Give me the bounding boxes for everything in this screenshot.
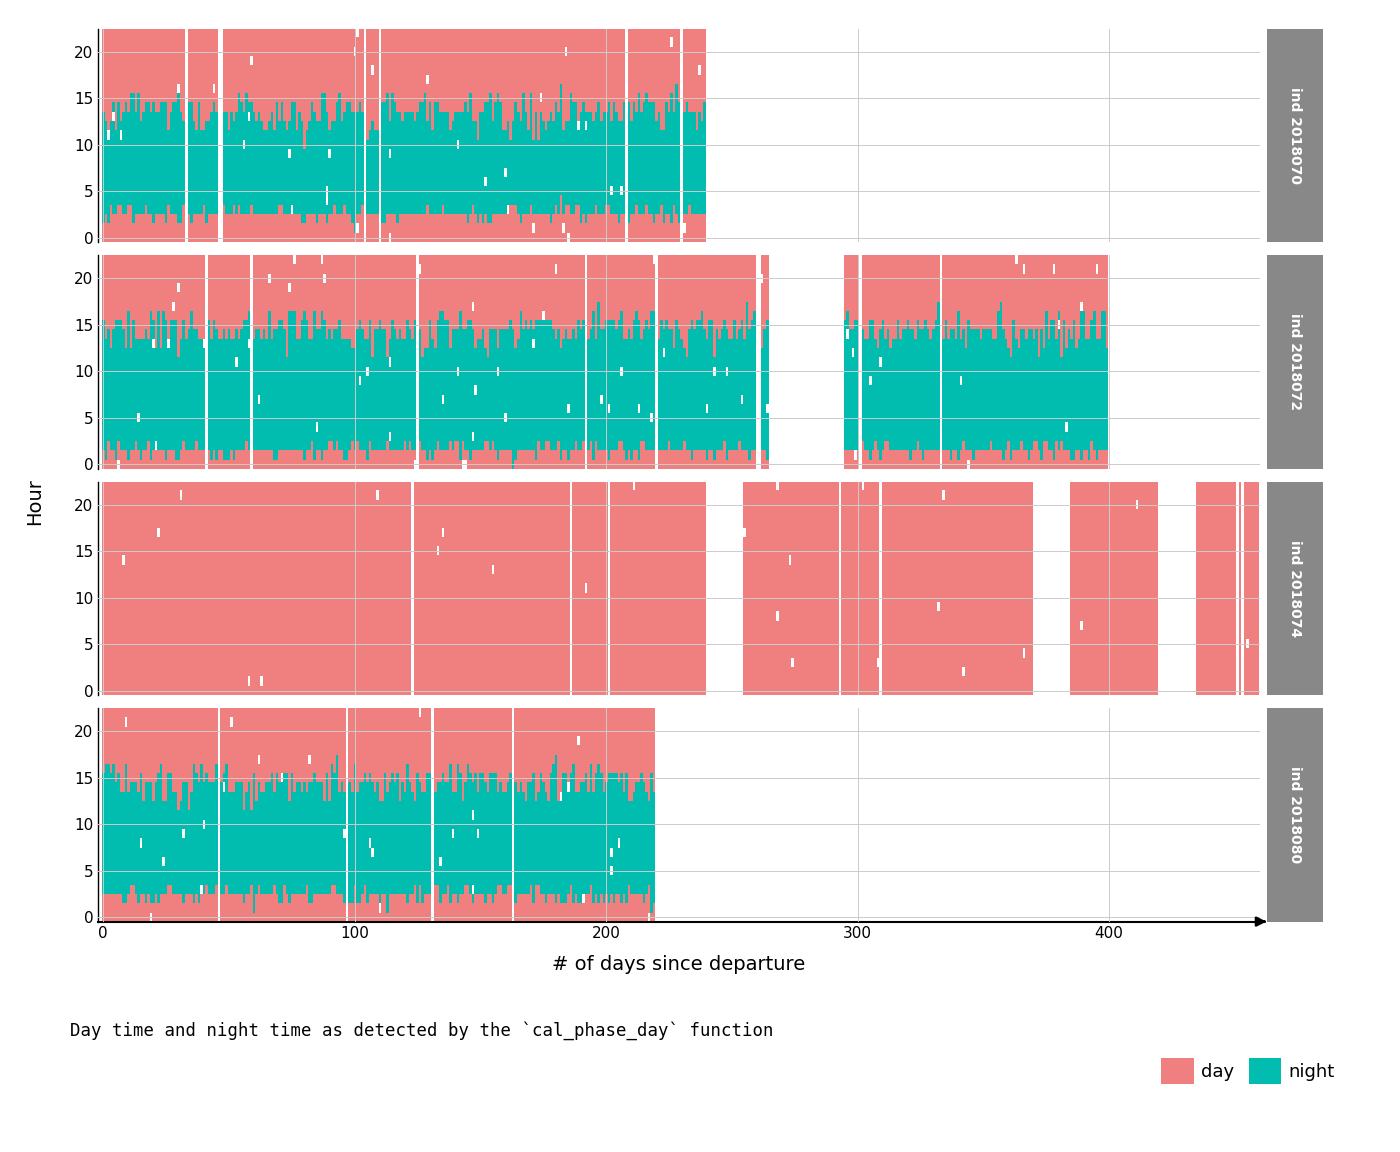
Legend: day, night: day, night xyxy=(1154,1051,1343,1091)
Text: ind 2018070: ind 2018070 xyxy=(1288,88,1302,184)
Text: Hour: Hour xyxy=(25,478,45,524)
Text: Day time and night time as detected by the `cal_phase_day` function: Day time and night time as detected by t… xyxy=(70,1022,773,1040)
Text: ind 2018072: ind 2018072 xyxy=(1288,313,1302,410)
X-axis label: # of days since departure: # of days since departure xyxy=(553,955,805,975)
Text: ind 2018080: ind 2018080 xyxy=(1288,766,1302,863)
Text: ind 2018074: ind 2018074 xyxy=(1288,540,1302,637)
